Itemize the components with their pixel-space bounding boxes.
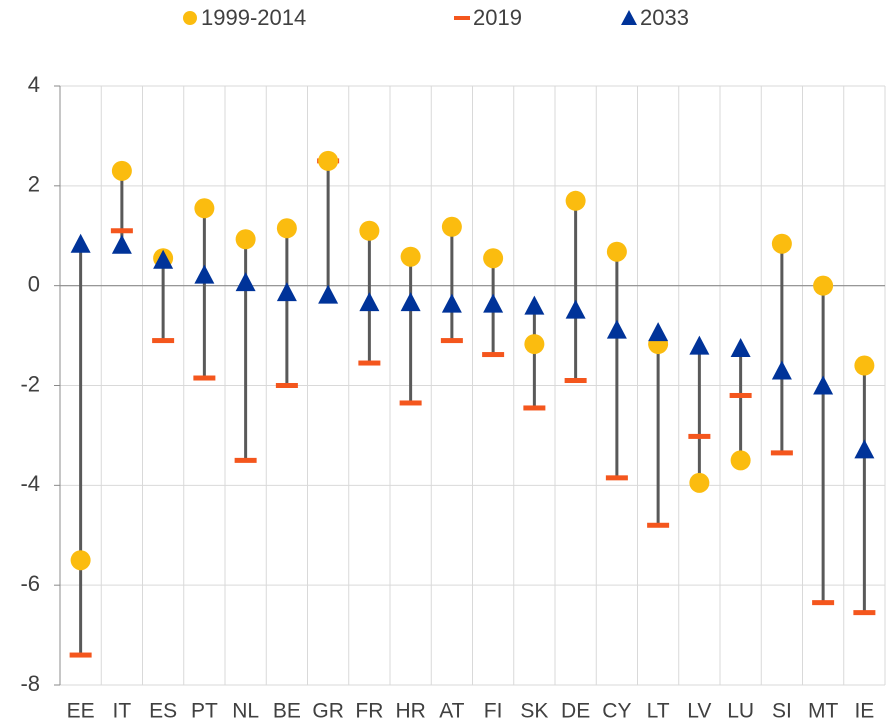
legend-marker: [454, 16, 470, 20]
dash-marker: [647, 522, 670, 528]
x-tick-label: IT: [113, 700, 132, 723]
x-tick-label: SI: [772, 700, 792, 723]
triangle-marker: [111, 234, 132, 254]
dash-marker: [69, 652, 92, 658]
x-tick-label: LV: [687, 700, 711, 723]
circle-marker: [70, 550, 91, 571]
circle-marker: [813, 275, 834, 296]
circle-marker: [483, 248, 504, 269]
x-tick-label: GR: [312, 700, 344, 723]
circle-marker: [689, 472, 710, 493]
x-tick-label: MT: [808, 700, 838, 723]
x-tick-label: EE: [67, 700, 95, 723]
dash-marker: [440, 338, 463, 344]
dash-marker: [729, 392, 752, 398]
dash-marker: [688, 433, 711, 439]
legend-marker: [183, 11, 197, 25]
y-tick-label: 0: [28, 271, 40, 296]
triangle-marker: [400, 292, 421, 312]
circle-marker: [235, 229, 256, 250]
dash-marker: [234, 457, 257, 463]
x-tick-label: FR: [355, 700, 383, 723]
triangle-marker: [359, 292, 380, 312]
x-tick-label: IE: [854, 700, 874, 723]
triangle-marker: [441, 293, 462, 313]
triangle-marker: [276, 282, 297, 302]
dash-marker: [564, 378, 587, 384]
dash-marker: [812, 600, 835, 606]
x-tick-label: FI: [484, 700, 503, 723]
circle-marker: [606, 241, 627, 262]
circle-marker: [730, 450, 751, 471]
triangle-marker: [194, 264, 215, 284]
circle-marker: [771, 233, 792, 254]
x-tick-label: LT: [647, 700, 670, 723]
x-tick-label: DE: [561, 700, 590, 723]
triangle-marker: [318, 284, 339, 304]
triangle-marker: [153, 249, 174, 269]
circle-marker: [318, 150, 339, 171]
legend-label: 2033: [640, 5, 689, 30]
triangle-marker: [235, 272, 256, 292]
legend-label: 1999-2014: [201, 5, 306, 30]
circle-marker: [111, 160, 132, 181]
y-tick-label: -2: [20, 371, 40, 396]
dash-marker: [193, 375, 216, 381]
x-tick-label: ES: [149, 700, 177, 723]
triangle-marker: [771, 360, 792, 380]
x-tick-label: HR: [395, 700, 425, 723]
legend-marker: [621, 10, 637, 25]
y-tick-label: 4: [28, 72, 40, 97]
triangle-marker: [524, 295, 545, 315]
triangle-marker: [565, 299, 586, 319]
triangle-marker: [730, 338, 751, 358]
triangle-marker: [813, 375, 834, 395]
y-tick-label: -8: [20, 671, 40, 696]
dash-marker: [358, 360, 381, 366]
triangle-marker: [483, 293, 504, 313]
dash-marker: [770, 450, 793, 456]
x-tick-label: CY: [602, 700, 631, 723]
circle-marker: [276, 218, 297, 239]
dash-marker: [853, 610, 876, 616]
dash-marker: [399, 400, 422, 406]
x-tick-label: NL: [232, 700, 259, 723]
x-tick-label: BE: [273, 700, 301, 723]
y-tick-label: 2: [28, 172, 40, 197]
x-tick-label: PT: [191, 700, 218, 723]
circle-marker: [565, 190, 586, 211]
dash-marker: [275, 383, 298, 388]
x-tick-label: SK: [520, 700, 548, 723]
y-tick-label: -6: [20, 571, 40, 596]
triangle-marker: [648, 322, 669, 342]
triangle-marker: [606, 319, 627, 339]
dash-marker: [482, 352, 505, 358]
circle-marker: [441, 216, 462, 237]
legend-label: 2019: [473, 5, 522, 30]
circle-marker: [854, 355, 875, 376]
x-tick-label: AT: [439, 700, 464, 723]
dash-marker: [523, 405, 546, 411]
dash-marker: [110, 228, 133, 234]
dash-marker: [152, 338, 175, 344]
dash-marker: [605, 475, 628, 481]
circle-marker: [194, 198, 215, 219]
x-tick-label: LU: [727, 700, 754, 723]
y-tick-label: -4: [20, 471, 40, 496]
triangle-marker: [689, 335, 710, 355]
triangle-marker: [854, 439, 875, 459]
circle-marker: [400, 246, 421, 267]
circle-marker: [359, 220, 380, 241]
triangle-marker: [70, 233, 91, 253]
circle-marker: [524, 334, 545, 355]
